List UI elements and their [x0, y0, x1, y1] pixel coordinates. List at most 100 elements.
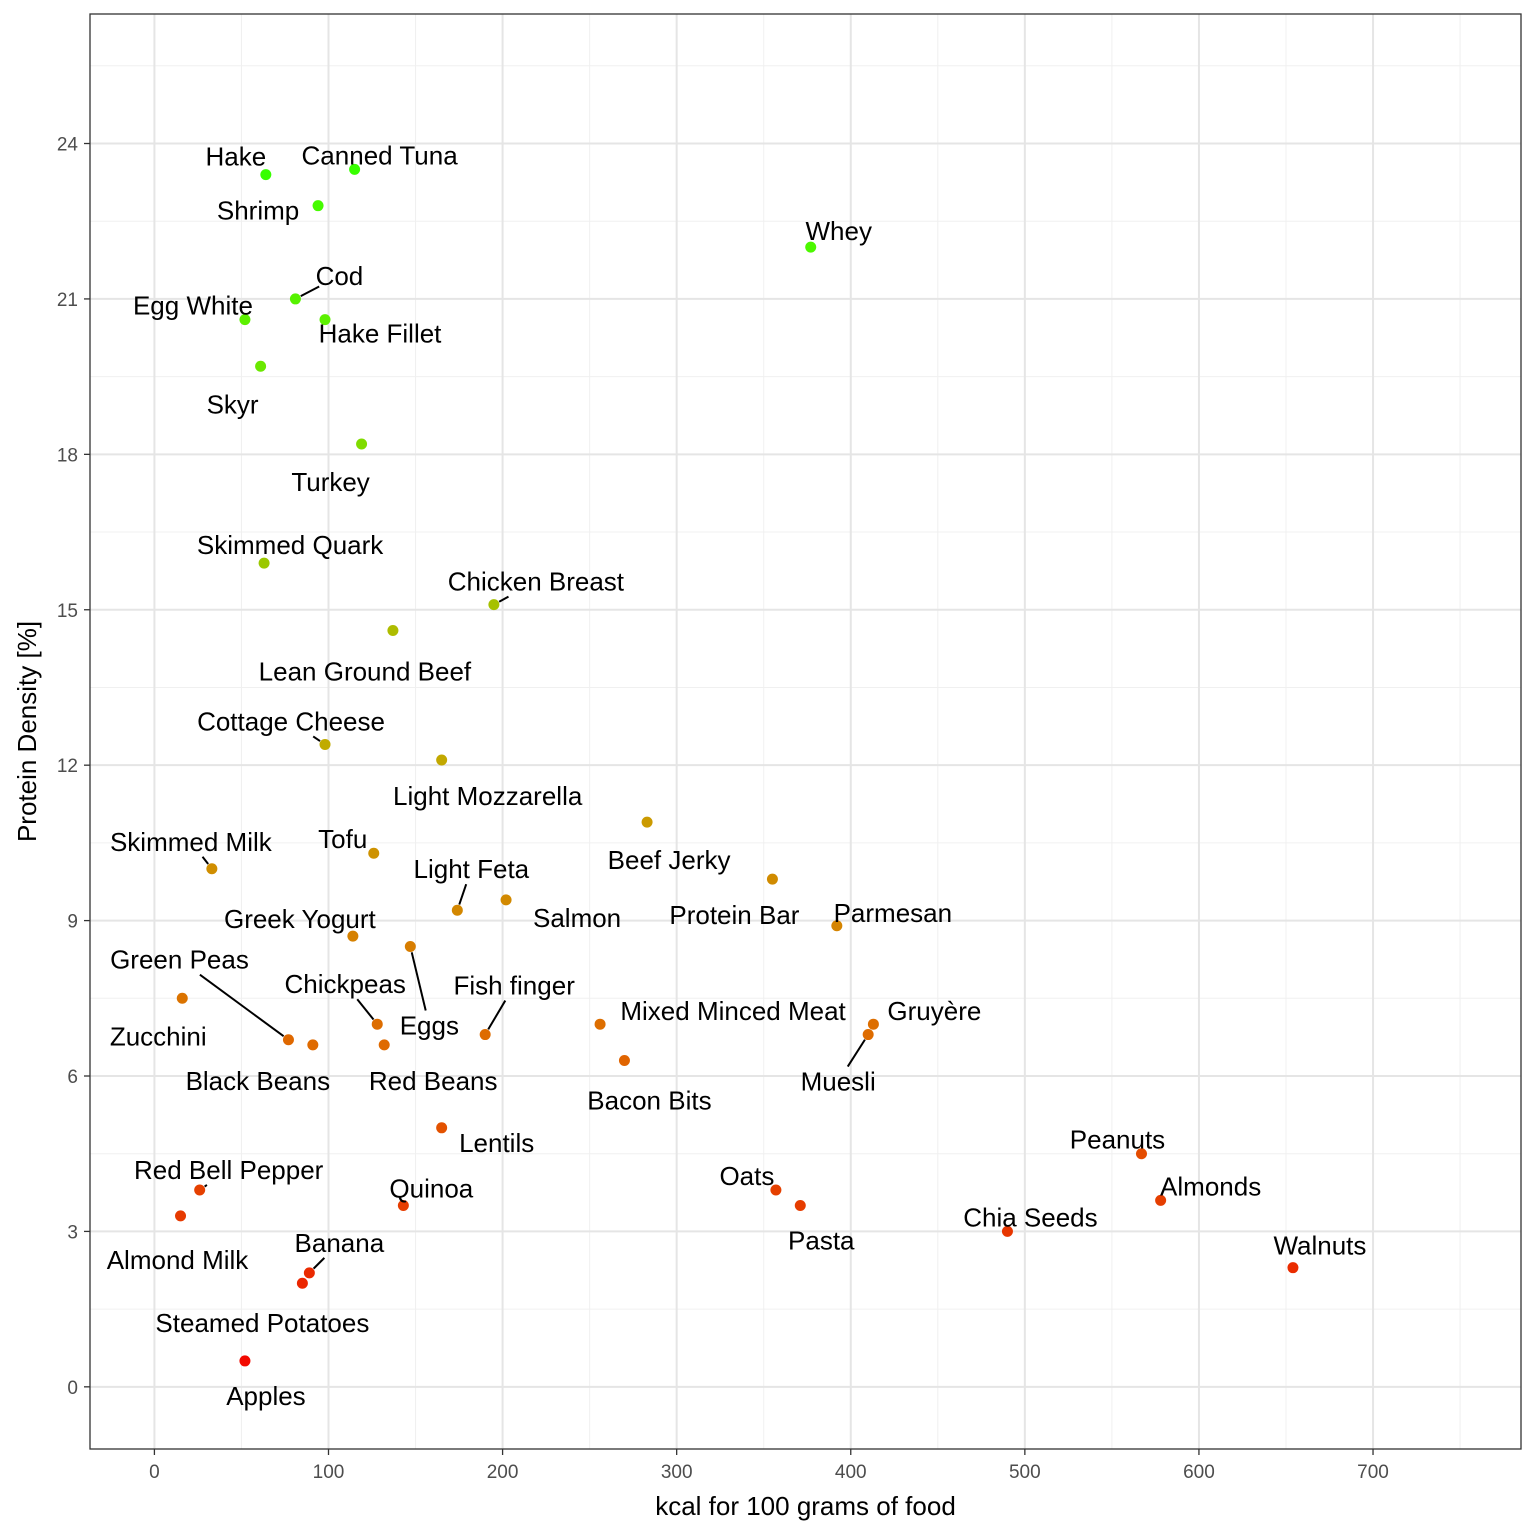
data-point [303, 1267, 315, 1279]
data-point [500, 894, 512, 906]
data-points [175, 163, 1299, 1367]
data-point [260, 169, 272, 181]
data-point [387, 624, 399, 636]
leader-line [487, 1000, 507, 1030]
leader-line [300, 285, 320, 298]
x-tick-label: 500 [1009, 1462, 1041, 1483]
data-point [347, 930, 359, 942]
leader-line [458, 883, 468, 905]
data-point [794, 1200, 806, 1212]
data-point [618, 1054, 630, 1066]
y-tick-label: 3 [67, 1222, 78, 1243]
data-point [397, 1200, 409, 1212]
point-label: Red Bell Pepper [134, 1155, 324, 1185]
x-tick-label: 400 [835, 1462, 867, 1483]
point-label: Oats [719, 1161, 774, 1191]
y-tick-label: 12 [57, 756, 78, 777]
leader-line [199, 973, 285, 1037]
data-point [766, 873, 778, 885]
x-tick-label: 100 [313, 1462, 345, 1483]
point-label: Almond Milk [107, 1245, 250, 1275]
data-point [451, 904, 463, 916]
x-tick-label: 700 [1357, 1462, 1389, 1483]
point-label: Peanuts [1070, 1125, 1165, 1155]
point-label: Skyr [207, 389, 259, 419]
leader-line [312, 735, 321, 742]
point-label: Canned Tuna [302, 140, 459, 170]
point-label: Chicken Breast [448, 567, 625, 597]
point-label: Eggs [400, 1010, 459, 1040]
y-axis-ticks: 0 3 6 9 12 15 18 21 24 [57, 135, 90, 1399]
data-point [1135, 1148, 1147, 1160]
y-tick-label: 24 [57, 135, 79, 156]
x-axis-title: kcal for 100 grams of food [655, 1491, 956, 1521]
data-point [356, 438, 368, 450]
point-label: Apples [226, 1381, 306, 1411]
point-label: Fish finger [453, 971, 575, 1001]
leader-line [410, 952, 427, 1011]
x-tick-label: 0 [149, 1462, 160, 1483]
point-label: Walnuts [1273, 1231, 1366, 1261]
point-label: Green Peas [110, 945, 249, 975]
leader-line [201, 856, 209, 865]
x-tick-label: 300 [661, 1462, 693, 1483]
y-tick-label: 0 [67, 1378, 78, 1399]
point-label: Black Beans [186, 1066, 331, 1096]
point-label: Steamed Potatoes [155, 1308, 369, 1338]
data-point [594, 1018, 606, 1030]
data-point [239, 314, 251, 326]
data-point [255, 360, 267, 372]
data-point [378, 1039, 390, 1051]
data-point [479, 1029, 491, 1041]
data-point [239, 1355, 251, 1367]
panel-border [89, 13, 1522, 1450]
point-label: Protein Bar [669, 900, 799, 930]
data-point [258, 557, 270, 569]
point-label: Bacon Bits [587, 1085, 711, 1115]
data-point [404, 940, 416, 952]
major-gridlines [90, 14, 1521, 1449]
point-label: Cod [316, 261, 364, 291]
data-point [770, 1184, 782, 1196]
label-leader-lines [199, 285, 866, 1270]
point-label: Parmesan [834, 898, 953, 928]
point-label: Pasta [788, 1226, 855, 1256]
leader-line [846, 1039, 866, 1068]
data-point [349, 163, 361, 175]
point-label: Lean Ground Beef [259, 656, 472, 686]
data-point [862, 1029, 874, 1041]
y-tick-label: 15 [57, 601, 78, 622]
point-label: Turkey [291, 467, 370, 497]
leader-line [498, 595, 509, 603]
y-tick-label: 6 [67, 1067, 78, 1088]
point-label: Cottage Cheese [197, 706, 385, 736]
point-label: Lentils [459, 1128, 534, 1158]
data-point [319, 738, 331, 750]
data-point [488, 599, 500, 611]
x-axis-ticks: 0 100 200 300 400 500 600 700 [149, 1449, 1389, 1483]
point-label: Whey [805, 216, 871, 246]
point-label: Light Mozzarella [393, 781, 583, 811]
point-label: Greek Yogurt [224, 904, 377, 934]
x-tick-label: 200 [487, 1462, 519, 1483]
data-point [194, 1184, 206, 1196]
leader-line [204, 1184, 208, 1188]
point-label: Shrimp [217, 196, 299, 226]
point-label: Hake Fillet [319, 319, 443, 349]
point-label: Chickpeas [285, 969, 406, 999]
point-label: Quinoa [389, 1174, 473, 1204]
data-point [1155, 1194, 1167, 1206]
point-label: Banana [295, 1228, 385, 1258]
data-point [206, 863, 218, 875]
point-label: Mixed Minced Meat [620, 996, 846, 1026]
point-label: Zucchini [110, 1021, 207, 1051]
data-point [319, 314, 331, 326]
point-label: Muesli [801, 1067, 876, 1097]
y-axis-title: Protein Density [%] [12, 621, 42, 842]
data-point [867, 1018, 879, 1030]
data-point [436, 1122, 448, 1134]
point-label: Almonds [1160, 1171, 1261, 1201]
point-label: Red Beans [369, 1066, 498, 1096]
